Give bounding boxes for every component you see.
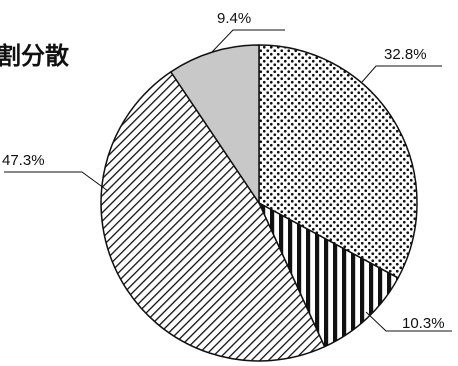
slice-percent-label: 32.8% [384, 46, 427, 63]
slice-percent-label: 10.3% [402, 315, 445, 332]
pie-slice [258, 44, 418, 279]
chart-title: 割分散 [0, 42, 69, 70]
slice-percent-label: 9.4% [217, 10, 251, 27]
slice-labels: 32.8% 10.3% 47.3% 9.4% [2, 10, 452, 332]
label-leader-line [365, 311, 452, 332]
label-leader-line [211, 29, 285, 53]
pie-slices [100, 44, 418, 362]
slice-percent-label: 47.3% [2, 152, 45, 169]
label-leader-line [361, 65, 442, 83]
pie-slice [170, 44, 260, 204]
label-leader-line [4, 171, 109, 192]
pie-slice [100, 71, 326, 362]
pie-slice [258, 202, 399, 348]
